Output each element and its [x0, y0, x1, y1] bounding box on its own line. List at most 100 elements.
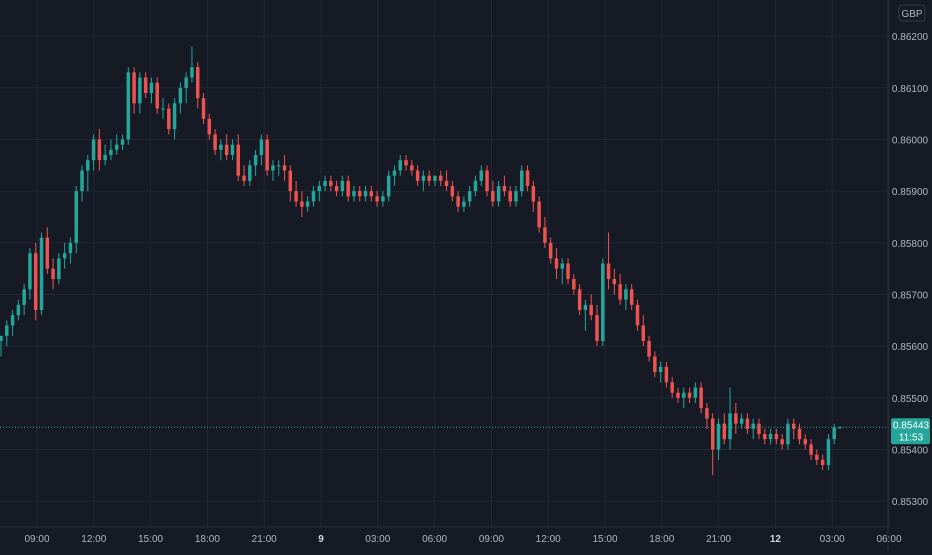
- candle-down: [757, 423, 761, 434]
- candle-down: [450, 186, 455, 197]
- candle-up: [0, 335, 3, 341]
- candle-up: [323, 180, 327, 186]
- candle-down: [687, 392, 692, 398]
- candle-down: [548, 242, 553, 259]
- candle-up: [190, 67, 194, 78]
- candle-up: [103, 155, 107, 161]
- candle-up: [751, 423, 755, 429]
- candle-up: [786, 423, 790, 445]
- candle-down: [780, 439, 784, 445]
- candle-down: [543, 227, 547, 243]
- candle-up: [624, 289, 628, 300]
- candle-down: [491, 191, 495, 202]
- candle-up: [716, 423, 721, 450]
- candle-down: [502, 186, 507, 192]
- candle-down: [629, 289, 634, 305]
- candle-up: [386, 175, 391, 197]
- candle-down: [554, 258, 559, 269]
- candle-up: [520, 170, 524, 192]
- time-tick-label: 12: [770, 534, 782, 545]
- candle-up: [184, 77, 188, 88]
- candle-down: [375, 196, 379, 202]
- candle-up: [381, 196, 385, 202]
- candle-down: [415, 170, 420, 181]
- candle-up: [91, 139, 96, 161]
- candle-down: [641, 325, 646, 341]
- candle-down: [670, 382, 674, 393]
- time-tick-label: 12:00: [536, 534, 561, 545]
- candle-down: [803, 439, 808, 445]
- time-tick-label: 15:00: [138, 534, 163, 545]
- candle-up: [62, 253, 67, 259]
- candle-up: [340, 180, 345, 192]
- candle-down: [300, 201, 304, 207]
- candle-up: [277, 165, 281, 167]
- candle-up: [86, 160, 90, 171]
- candle-down: [612, 279, 617, 285]
- time-tick-label: 9: [318, 534, 324, 545]
- candle-down: [329, 180, 333, 186]
- candle-up: [496, 186, 501, 202]
- candle-down: [745, 418, 750, 429]
- candle-down: [577, 289, 582, 310]
- candle-down: [33, 253, 38, 310]
- candle-down: [195, 67, 200, 99]
- currency-label: GBP: [901, 9, 922, 20]
- candle-up: [259, 139, 264, 155]
- candle-up: [514, 191, 518, 202]
- candle-down: [167, 108, 171, 130]
- candle-down: [774, 434, 779, 440]
- price-tick-label: 0.85800: [892, 239, 929, 250]
- candle-down: [265, 139, 269, 171]
- candle-down: [815, 454, 819, 460]
- time-tick-label: 09:00: [479, 534, 504, 545]
- time-tick-label: 15:00: [592, 534, 617, 545]
- price-tick-label: 0.86200: [892, 32, 929, 43]
- candle-up: [126, 72, 131, 140]
- candle-down: [288, 170, 293, 192]
- candle-down: [224, 144, 229, 155]
- time-tick-label: 06:00: [422, 534, 447, 545]
- time-tick-label: 21:00: [706, 534, 731, 545]
- candle-down: [531, 186, 536, 202]
- time-tick-label: 18:00: [649, 534, 674, 545]
- candle-up: [149, 82, 154, 93]
- candle-up: [398, 160, 402, 171]
- candle-down: [809, 444, 813, 455]
- candle-down: [201, 98, 206, 119]
- candle-down: [710, 418, 715, 450]
- candle-up: [305, 201, 310, 207]
- price-tick-label: 0.85600: [892, 342, 929, 353]
- currency-badge[interactable]: GBP: [898, 4, 926, 22]
- candle-down: [676, 392, 680, 398]
- candle-down: [404, 160, 408, 166]
- last-price-value: 0.85443: [893, 420, 930, 431]
- time-axis[interactable]: 09:00 12:00 15:00 18:00 21:00 9 03:00 06:00 09:0…: [0, 526, 902, 545]
- candle-up: [28, 253, 32, 290]
- candle-up: [74, 191, 78, 243]
- candle-up: [219, 144, 223, 150]
- candle-up: [178, 87, 183, 104]
- candle-up: [826, 439, 831, 465]
- candle-down: [797, 428, 802, 440]
- candle-up: [467, 191, 472, 202]
- candle-down: [508, 191, 512, 202]
- time-tick-label: 18:00: [195, 534, 220, 545]
- time-tick-label: 21:00: [252, 534, 277, 545]
- candle-up: [253, 155, 258, 166]
- candle-down: [45, 237, 50, 269]
- candle-down: [589, 304, 593, 316]
- candle-up: [68, 242, 73, 254]
- price-tick-label: 0.85700: [892, 291, 929, 302]
- price-tick-label: 0.85500: [892, 394, 929, 405]
- price-axis[interactable]: 0.86200 0.86100 0.86000 0.85900 0.85800 0.857…: [887, 0, 929, 550]
- candle-up: [832, 427, 836, 440]
- candle-down: [236, 144, 240, 176]
- price-tick-label: 0.86000: [892, 136, 929, 147]
- price-tick-label: 0.85900: [892, 187, 929, 198]
- candle-down: [346, 180, 350, 197]
- last-price-tag-box: [891, 418, 930, 445]
